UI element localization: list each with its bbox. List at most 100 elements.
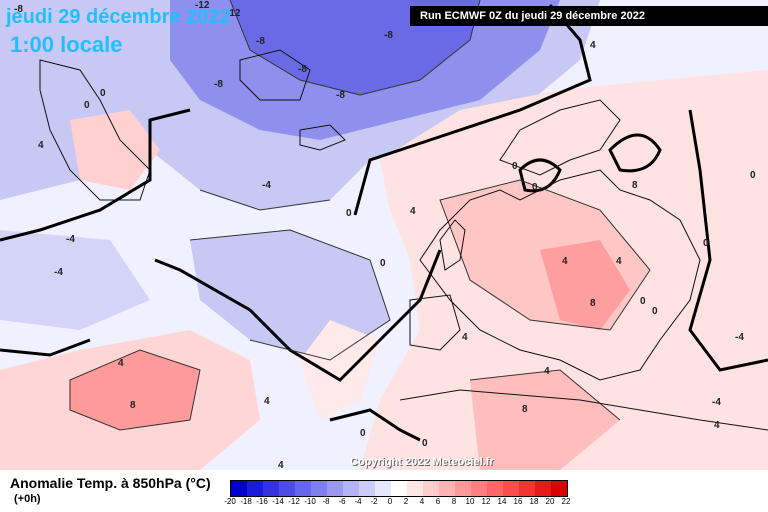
warm-core-balkans	[540, 240, 630, 330]
color-scale-swatch	[487, 481, 503, 496]
contour-label: 0	[640, 296, 646, 307]
coastline-uk	[439, 219, 466, 271]
contour-label: 4	[544, 366, 550, 377]
forecast-date: jeudi 29 décembre 2022	[6, 6, 231, 28]
contour-label: -4	[262, 180, 271, 191]
color-scale-swatch	[519, 481, 535, 496]
contour-label: 4	[462, 332, 468, 343]
contour-thin-1	[199, 189, 331, 211]
color-scale-swatch	[503, 481, 519, 496]
contour-label: -8	[384, 30, 393, 41]
contour-label: 8	[522, 404, 528, 415]
coastline-europe	[419, 169, 701, 381]
zero-contour-6	[688, 109, 768, 372]
color-scale-swatch	[359, 481, 375, 496]
color-scale-swatch	[391, 481, 407, 496]
color-scale-swatch	[343, 481, 359, 496]
color-scale-tick: 20	[545, 497, 555, 506]
color-scale-tick: -2	[370, 497, 378, 506]
color-scale-tick: -16	[256, 497, 268, 506]
legend-panel: Anomalie Temp. à 850hPa (°C) (+0h) -20 -1…	[0, 470, 768, 512]
contour-label: 4	[118, 358, 124, 369]
contour-label: -8	[14, 4, 23, 15]
zero-contour-7	[608, 133, 662, 173]
contour-label: 4	[410, 206, 416, 217]
cold-area-labrador	[0, 230, 150, 330]
contour-label: -4	[66, 234, 75, 245]
color-scale-swatch	[311, 481, 327, 496]
contour-label: -4	[54, 267, 63, 278]
contour-label: 0	[422, 438, 428, 449]
contour-thin-4	[439, 179, 651, 331]
warm-core-mid-atlantic	[70, 350, 200, 430]
zero-contour-2	[0, 108, 191, 242]
color-scale-swatch	[247, 481, 263, 496]
color-scale-swatch	[471, 481, 487, 496]
zero-contour-1	[353, 4, 592, 216]
contour-label: 8	[632, 180, 638, 191]
contour-label: 4	[562, 256, 568, 267]
contour-label: -8	[214, 79, 223, 90]
color-scale-swatch	[263, 481, 279, 496]
zero-contour-3	[154, 249, 442, 382]
coastline-iberia	[409, 294, 461, 351]
warm-area-iceland	[300, 320, 380, 420]
color-scale-tick: -18	[240, 497, 252, 506]
color-scale-tick: 12	[481, 497, 491, 506]
color-scale-swatch	[231, 481, 247, 496]
contour-label: 4	[278, 460, 284, 470]
contour-label: -4	[712, 397, 721, 408]
contour-label: 8	[130, 400, 136, 411]
color-scale-tick: -20	[224, 497, 236, 506]
copyright: Copyright 2022 Meteociel.fr	[350, 456, 494, 468]
color-scale-tick: 16	[513, 497, 523, 506]
contour-label: 8	[590, 298, 596, 309]
color-scale-swatch	[551, 481, 567, 496]
coastline-svalbard	[239, 49, 311, 101]
color-scale-tick: -14	[272, 497, 284, 506]
variable-title: Anomalie Temp. à 850hPa (°C)	[10, 475, 211, 491]
color-scale-tick: 6	[435, 497, 441, 506]
warm-area-greenland-east	[70, 110, 160, 190]
color-scale-swatch	[375, 481, 391, 496]
contour-label: 4	[616, 256, 622, 267]
color-scale-tick: 0	[387, 497, 393, 506]
color-scale-tick: -12	[288, 497, 300, 506]
color-scale-tick: 2	[403, 497, 409, 506]
contour-label: 4	[38, 140, 44, 151]
zero-contour-4	[0, 338, 91, 357]
color-scale	[230, 480, 568, 497]
color-scale-swatch	[295, 481, 311, 496]
zero-contour-5	[329, 408, 421, 442]
color-scale-swatch	[439, 481, 455, 496]
contour-label: 0	[100, 88, 106, 99]
contour-label: 0	[703, 238, 709, 249]
contour-label: 0	[512, 161, 518, 172]
contour-thin-3	[69, 349, 201, 431]
contour-label: -12	[226, 8, 241, 19]
zero-contour-8	[518, 158, 562, 193]
warm-area-north-africa	[470, 370, 620, 470]
contour-label: 0	[750, 170, 756, 181]
contour-label: -4	[735, 332, 744, 343]
color-scale-swatch	[455, 481, 471, 496]
coastline-scandinavia	[499, 99, 621, 176]
color-scale-tick: 18	[529, 497, 539, 506]
color-scale-tick: -8	[322, 497, 330, 506]
contour-label: -12	[195, 0, 210, 11]
run-info: Run ECMWF 0Z du jeudi 29 décembre 2022	[410, 6, 768, 26]
contour-label: 0	[360, 428, 366, 439]
contour-label: 0	[84, 100, 90, 111]
contour-label: 0	[346, 208, 352, 219]
color-scale-swatch	[535, 481, 551, 496]
color-scale-tick: 8	[451, 497, 457, 506]
contour-label: -8	[298, 64, 307, 75]
contour-label: 4	[264, 396, 270, 407]
temperature-anomaly-map: -8 -12 -12 -8 -8 -8 -8 -8 -4 4 0 0 0 -4 …	[0, 0, 768, 470]
color-scale-tick: 22	[561, 497, 571, 506]
contour-thin-2	[189, 229, 391, 361]
contour-label: 4	[714, 420, 720, 431]
color-scale-tick: 4	[419, 497, 425, 506]
color-scale-swatch	[279, 481, 295, 496]
contour-label: -8	[256, 36, 265, 47]
